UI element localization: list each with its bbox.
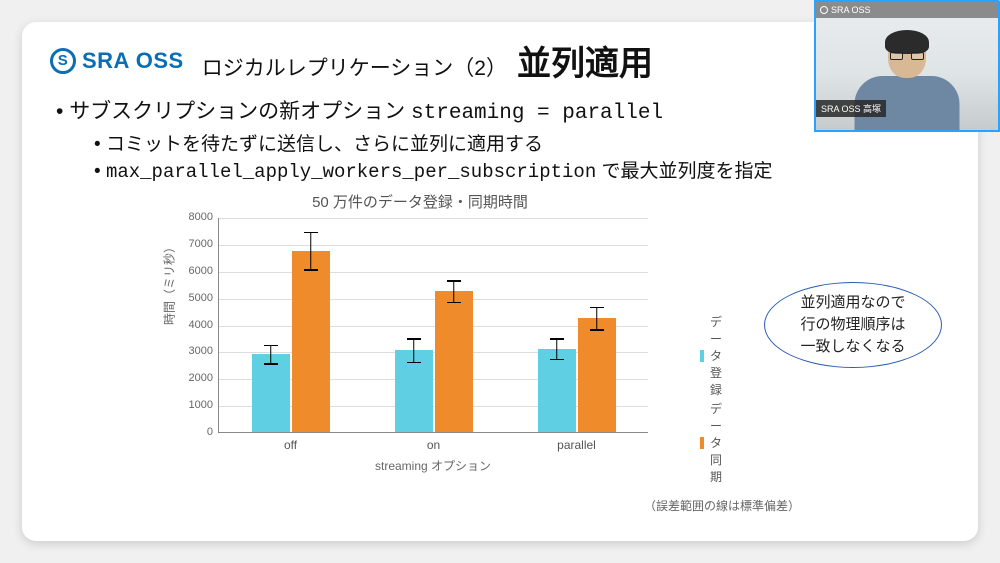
chart-ylabel: 時間（ミリ秒） <box>161 241 178 325</box>
chart-ytick: 3000 <box>189 345 219 357</box>
chart-ytick: 4000 <box>189 319 219 331</box>
callout-line1: 並列適用なので <box>800 294 905 311</box>
chart-ytick: 1000 <box>189 399 219 411</box>
chart-ytick: 5000 <box>189 292 219 304</box>
chart-bar-group: parallel <box>505 218 648 432</box>
webcam-brand-icon <box>820 6 828 14</box>
chart-ytick: 0 <box>207 426 219 438</box>
chart-bar <box>252 354 290 432</box>
chart-error-note: （誤差範囲の線は標準偏差） <box>644 497 800 514</box>
chart-bar <box>538 349 576 432</box>
title-subtitle: ロジカルレプリケーション（2） <box>202 52 507 82</box>
code-max-parallel: max_parallel_apply_workers_per_subscript… <box>106 161 596 183</box>
chart-ytick: 8000 <box>189 211 219 223</box>
bullet-sub-2: max_parallel_apply_workers_per_subscript… <box>94 156 950 183</box>
chart-bar <box>292 251 330 432</box>
legend-label: データ同期 <box>710 400 730 485</box>
title-group: ロジカルレプリケーション（2） 並列適用 <box>202 36 653 85</box>
bullet-sub-1: コミットを待たずに送信し、さらに並列に適用する <box>94 129 950 156</box>
chart-xlabel: streaming オプション <box>218 457 648 474</box>
callout-line3: 一致しなくなる <box>800 338 905 355</box>
chart-legend: データ登録データ同期 <box>700 311 730 487</box>
brand-logo: S SRA OSS <box>50 48 184 74</box>
chart-region: 50 万件のデータ登録・同期時間 時間（ミリ秒） 010002000300040… <box>160 191 680 474</box>
chart-title: 50 万件のデータ登録・同期時間 <box>160 191 680 212</box>
webcam-speaker-name: SRA OSS 高塚 <box>816 100 886 117</box>
chart-ytick: 2000 <box>189 372 219 384</box>
chart-xtick: parallel <box>557 438 596 452</box>
chart-xtick: on <box>427 438 440 452</box>
chart-ytick: 6000 <box>189 265 219 277</box>
chart-bar <box>395 350 433 432</box>
legend-item: データ同期 <box>700 400 730 485</box>
webcam-panel: SRA OSS SRA OSS 高塚 <box>814 0 1000 132</box>
legend-item: データ登録 <box>700 313 730 398</box>
legend-swatch <box>700 350 704 362</box>
chart-bar-group: on <box>362 218 505 432</box>
code-streaming-parallel: streaming = parallel <box>411 102 663 125</box>
legend-swatch <box>700 437 704 449</box>
brand-name: SRA OSS <box>82 48 184 74</box>
title-main: 並列適用 <box>517 36 653 85</box>
callout-line2: 行の物理順序は <box>800 316 905 333</box>
webcam-brand: SRA OSS <box>831 5 871 15</box>
brand-logo-icon: S <box>50 48 76 74</box>
webcam-header: SRA OSS <box>816 2 998 18</box>
bar-chart: 時間（ミリ秒） 01000200030004000500060007000800… <box>218 218 648 433</box>
chart-bar-group: off <box>219 218 362 432</box>
callout-ellipse: 並列適用なので 行の物理順序は 一致しなくなる <box>764 282 942 368</box>
legend-label: データ登録 <box>710 313 730 398</box>
chart-xtick: off <box>284 438 297 452</box>
chart-bar <box>578 318 616 432</box>
chart-ytick: 7000 <box>189 238 219 250</box>
chart-bar <box>435 291 473 432</box>
